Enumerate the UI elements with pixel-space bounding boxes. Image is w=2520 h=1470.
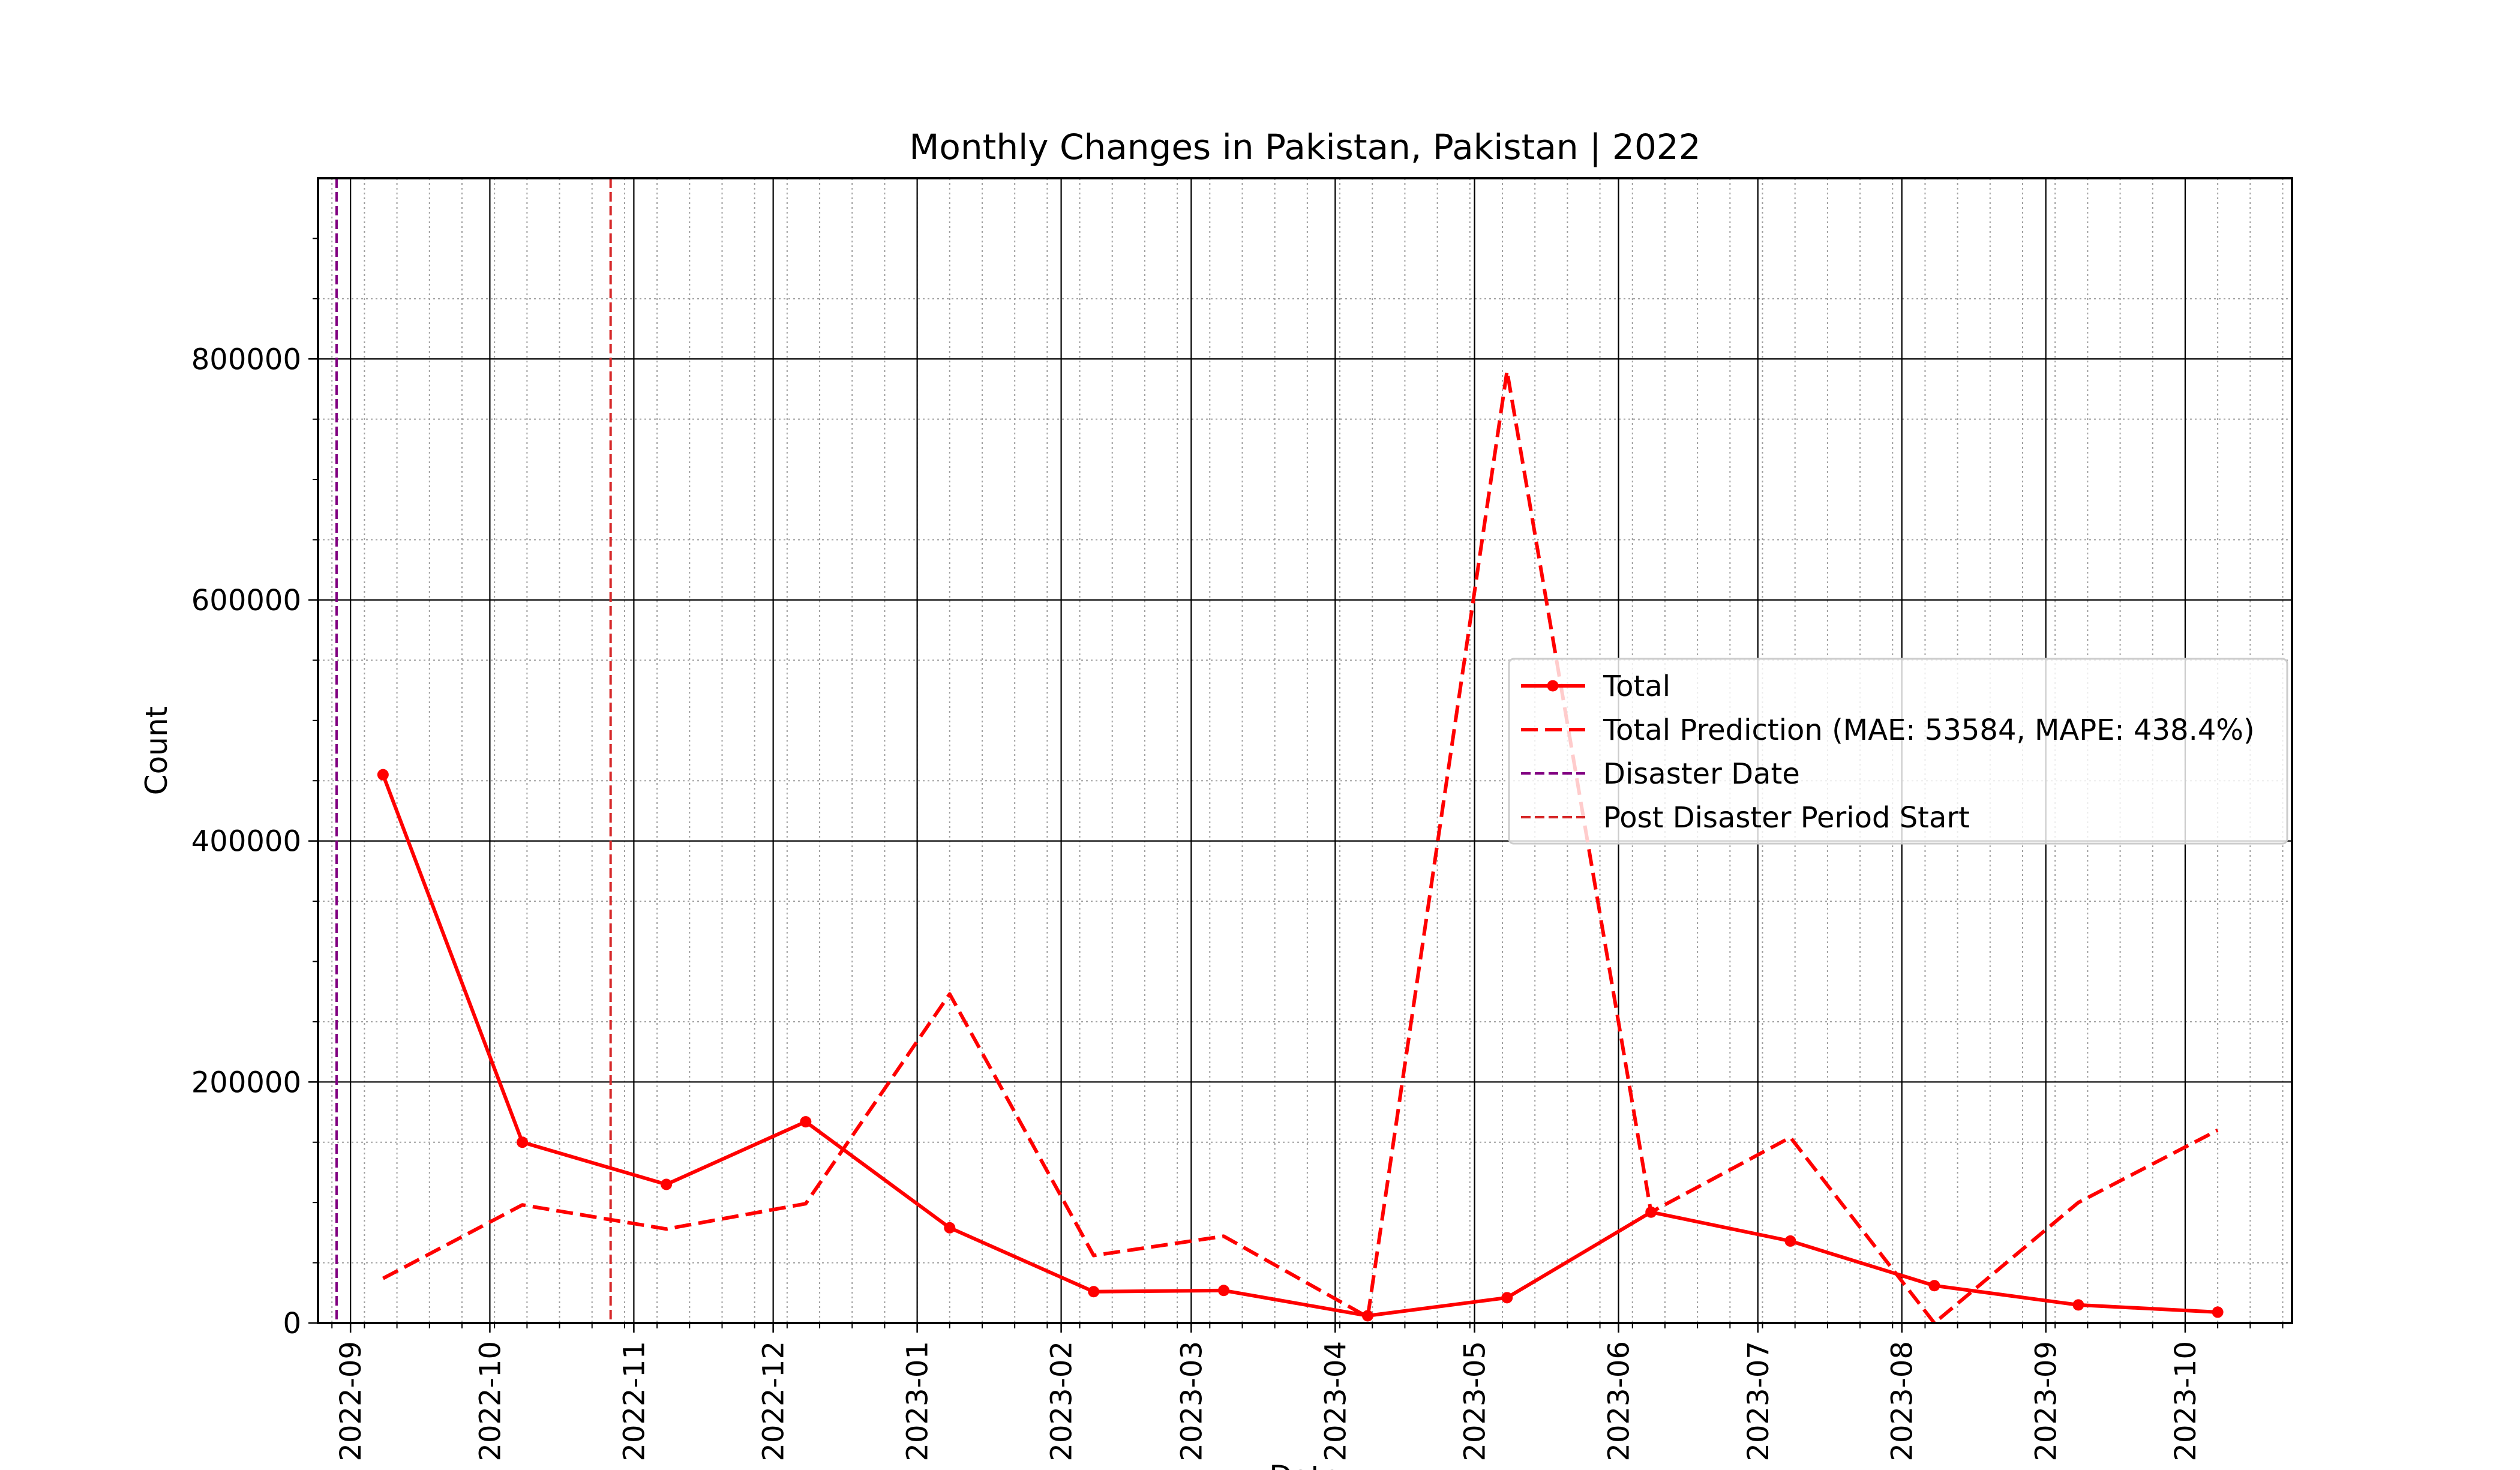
x-tick-label: 2022-12	[757, 1341, 791, 1462]
data-point	[377, 769, 389, 781]
y-tick-label: 800000	[191, 343, 301, 376]
data-point	[1784, 1235, 1796, 1247]
legend-label: Disaster Date	[1603, 757, 1800, 791]
x-tick-label: 2022-09	[334, 1341, 368, 1462]
x-tick-label: 2023-03	[1175, 1341, 1208, 1462]
x-tick-label: 2023-08	[1886, 1341, 1919, 1462]
legend: Total Total Prediction (MAE: 53584, MAPE:…	[1508, 658, 2288, 845]
y-tick-label: 600000	[191, 584, 301, 617]
x-tick-label: 2023-07	[1742, 1341, 1775, 1462]
data-point	[517, 1136, 529, 1148]
reference-lines	[335, 178, 612, 1323]
data-point	[2072, 1299, 2084, 1311]
y-tick-label: 0	[283, 1307, 301, 1340]
legend-box	[1508, 658, 2288, 845]
ticks	[308, 238, 2284, 1333]
y-tick-labels: 0 200000 400000 600000 800000	[191, 343, 301, 1340]
data-point	[1501, 1292, 1513, 1304]
x-tick-label: 2023-06	[1603, 1341, 1636, 1462]
legend-label: Post Disaster Period Start	[1603, 801, 1970, 835]
data-point	[944, 1222, 956, 1234]
x-tick-label: 2023-04	[1319, 1341, 1352, 1462]
x-tick-label: 2022-11	[617, 1341, 651, 1462]
x-tick-label: 2023-09	[2030, 1341, 2063, 1462]
legend-label: Total Prediction (MAE: 53584, MAPE: 438.…	[1603, 713, 2255, 747]
series-line-total	[381, 774, 2218, 1318]
x-axis-label: Date	[1269, 1459, 1341, 1470]
legend-marker	[1547, 680, 1559, 692]
chart-title: Monthly Changes in Pakistan, Pakistan | …	[909, 127, 1700, 167]
legend-label: Total	[1603, 670, 1670, 703]
x-tick-label: 2022-10	[473, 1341, 507, 1462]
data-point	[800, 1116, 812, 1128]
y-tick-label: 400000	[191, 825, 301, 859]
series-layer	[377, 369, 2224, 1325]
x-tick-label: 2023-01	[901, 1341, 935, 1462]
series-line-total-prediction	[382, 369, 2219, 1325]
data-point	[1362, 1310, 1374, 1322]
y-axis-label: Count	[139, 706, 174, 796]
y-tick-label: 200000	[191, 1066, 301, 1099]
data-point	[1218, 1285, 1230, 1297]
plot-frame	[317, 177, 2293, 1324]
x-tick-label: 2023-05	[1459, 1341, 1492, 1462]
axes-frame	[317, 177, 2293, 1324]
x-tick-labels: 2022-09 2022-10 2022-11 2022-12 2023-01 2023-…	[334, 1341, 2203, 1462]
data-point	[2212, 1306, 2224, 1318]
x-tick-label: 2023-10	[2169, 1341, 2203, 1462]
data-point	[661, 1178, 673, 1190]
data-point	[1928, 1280, 1940, 1292]
x-tick-label: 2023-02	[1045, 1341, 1079, 1462]
data-point	[1088, 1286, 1100, 1298]
